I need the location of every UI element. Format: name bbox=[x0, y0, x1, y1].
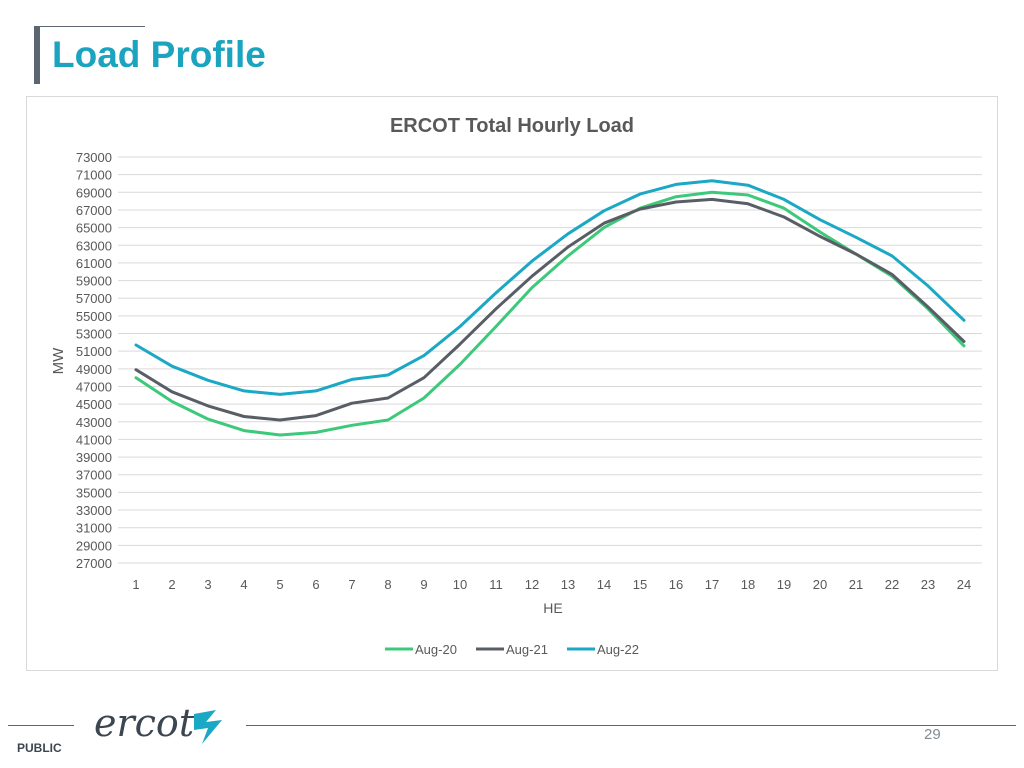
x-tick-label: 3 bbox=[204, 577, 211, 592]
footer-rule-right bbox=[246, 725, 1016, 726]
x-tick-label: 16 bbox=[669, 577, 683, 592]
x-tick-label: 4 bbox=[240, 577, 247, 592]
title-rule bbox=[40, 26, 145, 27]
legend-label: Aug-22 bbox=[597, 642, 639, 657]
logo-wordmark: ercot bbox=[94, 701, 195, 745]
x-tick-label: 13 bbox=[561, 577, 575, 592]
x-tick-label: 22 bbox=[885, 577, 899, 592]
y-tick-label: 53000 bbox=[76, 327, 112, 342]
y-tick-label: 65000 bbox=[76, 221, 112, 236]
chart-series-lines bbox=[134, 179, 966, 437]
legend-label: Aug-21 bbox=[506, 642, 548, 657]
y-axis-ticks: 27000 29000 31000 33000 35000 37000 39000 41000… bbox=[76, 150, 112, 571]
y-tick-label: 39000 bbox=[76, 450, 112, 465]
y-tick-label: 29000 bbox=[76, 538, 112, 553]
x-tick-label: 1 bbox=[132, 577, 139, 592]
y-tick-label: 47000 bbox=[76, 379, 112, 394]
series-line-aug-21 bbox=[134, 197, 966, 422]
y-tick-label: 45000 bbox=[76, 397, 112, 412]
y-tick-label: 61000 bbox=[76, 256, 112, 271]
y-tick-label: 31000 bbox=[76, 521, 112, 536]
classification-label: PUBLIC bbox=[17, 741, 62, 755]
chart-container: ERCOT Total Hourly Load 27000 29000 31000 3… bbox=[26, 96, 998, 671]
ercot-logo: ercot bbox=[94, 700, 234, 755]
x-tick-label: 11 bbox=[489, 577, 503, 592]
y-tick-label: 49000 bbox=[76, 362, 112, 377]
y-tick-label: 35000 bbox=[76, 485, 112, 500]
x-tick-label: 2 bbox=[168, 577, 175, 592]
y-tick-label: 43000 bbox=[76, 415, 112, 430]
series-line-aug-22 bbox=[134, 179, 966, 396]
texas-star-icon bbox=[194, 710, 222, 744]
x-tick-label: 17 bbox=[705, 577, 719, 592]
y-tick-label: 57000 bbox=[76, 291, 112, 306]
x-tick-label: 18 bbox=[741, 577, 755, 592]
y-tick-label: 63000 bbox=[76, 238, 112, 253]
x-tick-label: 24 bbox=[957, 577, 971, 592]
y-tick-label: 71000 bbox=[76, 168, 112, 183]
title-accent-bar bbox=[34, 26, 40, 84]
x-tick-label: 5 bbox=[276, 577, 283, 592]
x-tick-label: 15 bbox=[633, 577, 647, 592]
x-tick-label: 23 bbox=[921, 577, 935, 592]
x-axis-ticks: 1 2 3 4 5 6 7 8 9 10 11 12 13 14 15 16 17 18 19 20 21 22 23 24 bbox=[132, 577, 971, 592]
series-line-aug-20 bbox=[134, 190, 966, 437]
y-tick-label: 33000 bbox=[76, 503, 112, 518]
y-tick-label: 51000 bbox=[76, 344, 112, 359]
x-tick-label: 10 bbox=[453, 577, 467, 592]
legend-label: Aug-20 bbox=[415, 642, 457, 657]
x-axis-label: HE bbox=[543, 600, 562, 616]
chart-legend: Aug-20 Aug-21 Aug-22 bbox=[385, 642, 639, 657]
y-tick-label: 55000 bbox=[76, 309, 112, 324]
x-tick-label: 7 bbox=[348, 577, 355, 592]
x-tick-label: 9 bbox=[420, 577, 427, 592]
chart-grid bbox=[118, 156, 982, 564]
slide-title: Load Profile bbox=[52, 34, 266, 75]
y-tick-label: 69000 bbox=[76, 185, 112, 200]
load-chart: ERCOT Total Hourly Load 27000 29000 31000 3… bbox=[50, 115, 982, 657]
y-tick-label: 67000 bbox=[76, 203, 112, 218]
y-axis-label: MW bbox=[50, 347, 67, 374]
x-tick-label: 20 bbox=[813, 577, 827, 592]
x-tick-label: 21 bbox=[849, 577, 863, 592]
x-tick-label: 12 bbox=[525, 577, 539, 592]
footer-rule-left bbox=[8, 725, 74, 726]
y-tick-label: 37000 bbox=[76, 468, 112, 483]
x-tick-label: 14 bbox=[597, 577, 611, 592]
y-tick-label: 73000 bbox=[76, 150, 112, 165]
page-number: 29 bbox=[924, 726, 941, 743]
x-tick-label: 8 bbox=[384, 577, 391, 592]
y-tick-label: 59000 bbox=[76, 274, 112, 289]
y-tick-label: 27000 bbox=[76, 556, 112, 571]
y-tick-label: 41000 bbox=[76, 432, 112, 447]
chart-title: ERCOT Total Hourly Load bbox=[390, 115, 634, 137]
x-tick-label: 6 bbox=[312, 577, 319, 592]
x-tick-label: 19 bbox=[777, 577, 791, 592]
